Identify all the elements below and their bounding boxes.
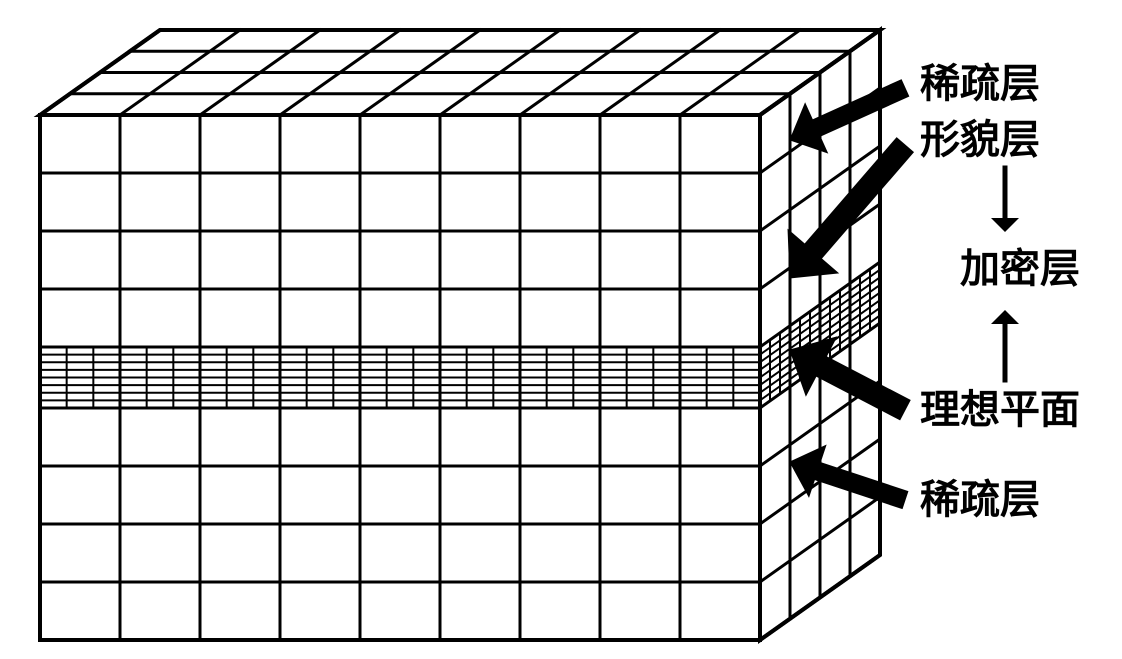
label-morphology: 形貌层 [920, 118, 1040, 162]
label-ideal-plane: 理想平面 [920, 388, 1080, 432]
label-dense: 加密层 [960, 248, 1080, 290]
label-sparse-top: 稀疏层 [920, 62, 1040, 106]
label-sparse-bottom: 稀疏层 [920, 478, 1040, 522]
diagram-canvas: 稀疏层 形貌层 加密层 理想平面 稀疏层 [0, 0, 1122, 659]
